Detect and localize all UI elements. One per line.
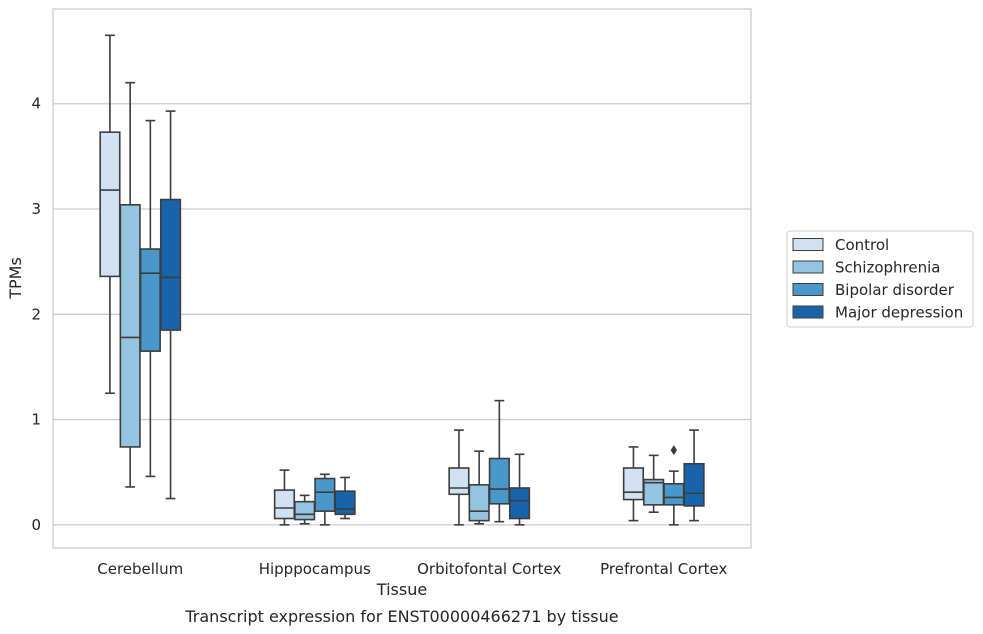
x-tick-label: Hipppocampus [259,560,371,578]
box-major-depression [334,476,356,520]
box-schizophrenia [643,454,665,514]
box-major-depression [508,453,531,526]
legend-item: Bipolar disorder [792,281,955,299]
legend-swatch [792,283,824,296]
box-schizophrenia [468,450,490,525]
box-control [99,34,121,395]
legend-label: Schizophrenia [835,259,940,277]
box-iqr [508,487,531,520]
box-iqr [139,248,161,352]
y-axis-title: TPMs [6,257,25,300]
y-tick-label: 3 [31,200,41,218]
y-tick-label: 1 [31,411,41,429]
box-major-depression [159,110,182,500]
legend-frame [786,230,974,328]
boxes [99,34,705,526]
box-control [448,429,470,526]
box-iqr [159,198,182,331]
x-tick-label: Prefrontal Cortex [600,560,727,578]
legend-label: Major depression [835,304,963,322]
box-bipolar-disorder [314,473,336,526]
x-tick-label: Orbitofontal Cortex [417,560,561,578]
box-iqr [683,462,705,507]
legend: Control Schizophrenia Bipolar disorder Majo… [786,230,974,328]
legend-item: Control [792,236,889,254]
box-bipolar-disorder [139,119,161,478]
plot-area-frame [52,8,752,549]
box-schizophrenia [119,81,141,488]
box-major-depression [683,429,705,522]
box-iqr [448,467,470,496]
box-control [622,446,645,522]
box-iqr [294,500,316,521]
box-iqr [622,467,645,501]
legend-label: Control [835,236,889,254]
legend-swatch [792,305,824,319]
box-iqr [119,204,141,448]
box-bipolar-disorder [488,399,510,523]
x-axis-ticks: Cerebellum Hipppocampus Orbitofontal Corte… [97,560,727,578]
x-axis-title: Tissue [376,580,427,599]
box-iqr [488,457,510,505]
legend-label: Bipolar disorder [835,281,955,299]
legend-swatch [792,260,824,274]
box-iqr [314,477,336,512]
box-iqr [663,482,685,506]
chart-caption: Transcript expression for ENST0000046627… [184,607,618,626]
box-iqr [273,489,296,520]
x-tick-label: Cerebellum [97,560,183,578]
box-control [273,469,296,526]
box-iqr [468,484,490,522]
outlier-point [670,445,678,456]
box-bipolar-disorder [663,445,685,526]
legend-swatch [792,238,824,251]
box-iqr [334,490,356,516]
legend-item: Schizophrenia [792,259,940,277]
box-iqr [99,131,121,278]
y-tick-label: 2 [31,305,41,323]
y-tick-label: 0 [31,516,41,534]
box-schizophrenia [294,494,316,525]
legend-item: Major depression [792,304,963,322]
y-axis-ticks: 0 1 2 3 4 [31,95,41,534]
y-tick-label: 4 [31,95,41,113]
